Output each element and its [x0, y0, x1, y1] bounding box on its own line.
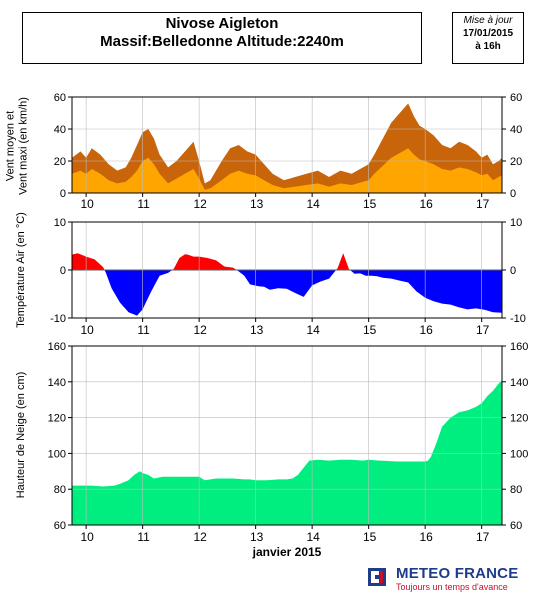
- y-tick-label-left: 160: [48, 341, 66, 353]
- y-tick-label-left: 10: [54, 217, 66, 229]
- y-tick-label-right: -10: [510, 313, 526, 325]
- x-day-label: 16: [419, 530, 433, 544]
- x-day-label: 15: [363, 530, 377, 544]
- station-title-box: Nivose Aigleton Massif:Belledonne Altitu…: [22, 12, 422, 64]
- x-day-label: 17: [476, 197, 490, 211]
- snow-depth-area: [72, 380, 502, 525]
- wind-mean-area: [72, 148, 502, 193]
- temperature-positive-area: [72, 253, 502, 270]
- y-tick-label-right: 140: [510, 377, 528, 389]
- y-tick-label-right: 160: [510, 341, 528, 353]
- y-tick-label-right: 0: [510, 265, 516, 277]
- y-axis-title: Température Air (en °C): [15, 212, 27, 328]
- y-tick-label-right: 20: [510, 156, 522, 168]
- y-axis-title: Vent moyen etVent maxi (en km/h): [4, 97, 29, 195]
- brand-tagline: Toujours un temps d'avance: [396, 582, 508, 592]
- chart-panel-2: [68, 221, 506, 322]
- y-tick-label-left: 40: [54, 124, 66, 136]
- y-tick-label-left: -10: [50, 313, 66, 325]
- y-tick-label-left: 60: [54, 92, 66, 104]
- y-axis-title-line2: Vent maxi (en km/h): [18, 97, 30, 195]
- x-day-label: 13: [250, 197, 264, 211]
- update-time: à 16h: [475, 41, 501, 52]
- panel-frame: [71, 96, 503, 194]
- y-tick-label-right: 60: [510, 92, 522, 104]
- y-tick-label-right: 100: [510, 448, 528, 460]
- y-tick-label-right: 40: [510, 124, 522, 136]
- meteo-france-logo: METEO FRANCE Toujours un temps d'avance: [368, 563, 538, 593]
- x-axis-title: janvier 2015: [252, 545, 322, 559]
- x-day-label: 14: [306, 530, 320, 544]
- x-day-label: 11: [137, 530, 150, 544]
- y-axis-title-line1: Vent moyen et: [4, 111, 16, 181]
- chart-panel-1: [68, 96, 506, 197]
- x-day-label: 12: [193, 197, 207, 211]
- y-tick-label-left: 100: [48, 448, 66, 460]
- y-tick-label-left: 140: [48, 377, 66, 389]
- y-tick-label-right: 60: [510, 520, 522, 532]
- x-day-label: 13: [250, 530, 264, 544]
- x-day-label: 10: [80, 197, 94, 211]
- x-day-label: 15: [363, 323, 377, 337]
- x-day-label: 10: [80, 323, 94, 337]
- x-day-label: 12: [193, 530, 207, 544]
- y-tick-label-left: 20: [54, 156, 66, 168]
- x-day-label: 15: [363, 197, 377, 211]
- y-tick-label-right: 80: [510, 484, 522, 496]
- x-day-label: 12: [193, 323, 207, 337]
- station-location: Massif:Belledonne Altitude:2240m: [100, 33, 344, 50]
- x-day-label: 17: [476, 530, 490, 544]
- y-tick-label-right: 120: [510, 413, 528, 425]
- y-tick-label-right: 10: [510, 217, 522, 229]
- x-day-label: 14: [306, 197, 320, 211]
- x-day-label: 16: [419, 197, 433, 211]
- x-day-label: 11: [137, 197, 150, 211]
- y-tick-label-right: 0: [510, 188, 516, 200]
- brand-name: METEO FRANCE: [396, 565, 519, 582]
- station-name: Nivose Aigleton: [165, 15, 279, 32]
- temperature-negative-area: [72, 270, 502, 316]
- y-tick-label-left: 60: [54, 520, 66, 532]
- update-box: Mise à jour 17/01/2015 à 16h: [452, 12, 524, 64]
- meteo-france-logo-icon: [368, 568, 386, 586]
- x-day-label: 11: [137, 323, 150, 337]
- x-day-label: 16: [419, 323, 433, 337]
- panel-frame: [71, 221, 503, 319]
- y-tick-label-left: 120: [48, 413, 66, 425]
- y-tick-label-left: 80: [54, 484, 66, 496]
- x-day-label: 13: [250, 323, 264, 337]
- y-axis-title: Hauteur de Neige (en cm): [15, 372, 27, 499]
- x-day-label: 14: [306, 323, 320, 337]
- x-day-label: 10: [80, 530, 94, 544]
- chart-panel-3: [68, 345, 506, 529]
- update-date: 17/01/2015: [462, 28, 514, 39]
- x-day-label: 17: [476, 323, 490, 337]
- y-tick-label-left: 0: [60, 265, 66, 277]
- update-label: Mise à jour: [463, 15, 513, 26]
- y-tick-label-left: 0: [60, 188, 66, 200]
- panel-frame: [71, 345, 503, 526]
